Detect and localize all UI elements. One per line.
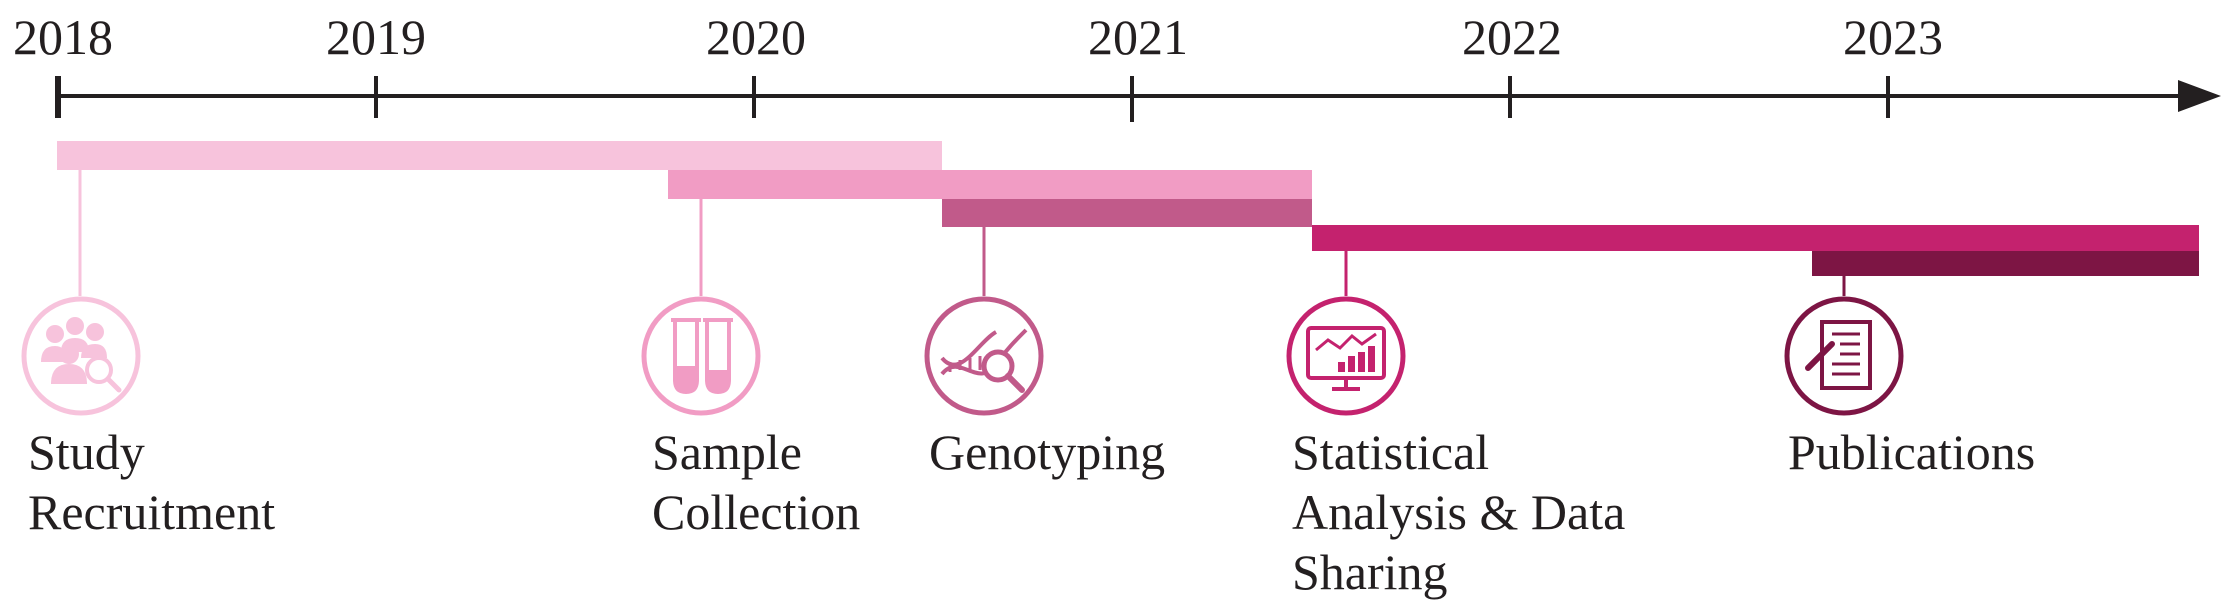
bar-publications xyxy=(1812,251,2199,276)
bar-genotyping xyxy=(942,199,1312,227)
label-statistical-analysis-line-1: Statistical xyxy=(1292,424,1489,480)
label-statistical-analysis-line-3: Sharing xyxy=(1292,544,1448,600)
connectors xyxy=(78,170,1846,296)
bar-study-recruitment xyxy=(57,141,942,170)
label-genotyping-line-1: Genotyping xyxy=(929,424,1165,480)
year-label-2021: 2021 xyxy=(1088,9,1188,65)
timeline-axis xyxy=(55,76,2221,122)
bar-statistical-analysis xyxy=(1312,225,2199,251)
year-labels: 2018 2019 2020 2021 2022 2023 xyxy=(13,9,1943,65)
label-sample-collection-line-2: Collection xyxy=(652,484,860,540)
label-genotyping: Genotyping xyxy=(929,424,1165,480)
dna-magnifier-icon xyxy=(924,296,1044,416)
test-tubes-icon xyxy=(641,296,761,416)
label-statistical-analysis-line-2: Analysis & Data xyxy=(1292,484,1625,540)
label-sample-collection: Sample Collection xyxy=(652,424,860,540)
label-study-recruitment: Study Recruitment xyxy=(28,424,275,540)
label-publications-line-1: Publications xyxy=(1788,424,2035,480)
people-search-icon xyxy=(21,296,141,416)
document-pen-icon xyxy=(1784,296,1904,416)
year-label-2022: 2022 xyxy=(1462,9,1562,65)
label-publications: Publications xyxy=(1788,424,2035,480)
axis-arrowhead xyxy=(2178,80,2221,112)
phase-labels: Study Recruitment Sample Collection Geno… xyxy=(28,424,2035,600)
year-label-2023: 2023 xyxy=(1843,9,1943,65)
year-label-2020: 2020 xyxy=(706,9,806,65)
label-study-recruitment-line-2: Recruitment xyxy=(28,484,275,540)
phase-bars xyxy=(57,141,2199,276)
label-study-recruitment-line-1: Study xyxy=(28,424,145,480)
year-label-2018: 2018 xyxy=(13,9,113,65)
year-label-2019: 2019 xyxy=(326,9,426,65)
label-statistical-analysis: Statistical Analysis & Data Sharing xyxy=(1292,424,1638,600)
label-sample-collection-line-1: Sample xyxy=(652,424,802,480)
bar-sample-collection xyxy=(668,170,1312,199)
monitor-chart-icon xyxy=(1286,296,1406,416)
